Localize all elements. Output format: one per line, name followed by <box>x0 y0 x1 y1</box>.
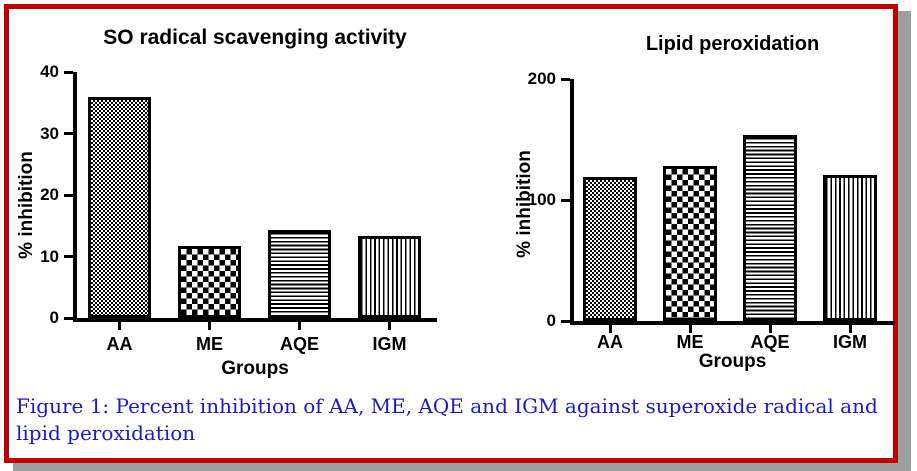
y-tick-label: 20 <box>40 185 59 204</box>
y-tick <box>561 319 570 323</box>
x-category-label: AQE <box>279 334 319 354</box>
bar-me <box>663 166 717 321</box>
y-tick-label: 0 <box>49 308 59 327</box>
y-tick <box>64 255 73 258</box>
y-tick-label: 100 <box>527 190 556 209</box>
y-tick-label: 0 <box>546 311 556 330</box>
bar-igm <box>823 175 877 321</box>
y-tick-label: 40 <box>40 62 59 81</box>
x-tick <box>608 325 612 333</box>
bar-igm <box>358 236 421 318</box>
y-tick <box>561 77 570 81</box>
chart-title: SO radical scavenging activity <box>103 26 407 49</box>
bar-aa <box>583 177 637 321</box>
x-tick <box>298 322 301 330</box>
figure-caption: Figure 1: Percent inhibition of AA, ME, … <box>16 393 888 447</box>
y-tick <box>64 132 73 135</box>
chart-so-radical-scavenging: SO radical scavenging activity % inhibit… <box>9 9 454 393</box>
y-tick <box>64 193 73 197</box>
x-tick <box>118 322 121 330</box>
bar-aqe <box>743 135 797 321</box>
x-tick <box>688 325 692 333</box>
x-axis-label: Groups <box>698 351 767 372</box>
y-tick-label: 30 <box>40 123 59 143</box>
x-tick <box>848 325 852 333</box>
chart-lipid-peroxidation: Lipid peroxidation % inhibition AA ME AQE I… <box>454 9 895 393</box>
x-category-label: AQE <box>750 332 790 352</box>
bar-aa <box>88 97 151 318</box>
x-category-label: IGM <box>372 334 407 354</box>
y-tick <box>64 70 73 74</box>
x-category-label: AA <box>106 334 133 354</box>
x-category-label: IGM <box>833 332 867 352</box>
x-tick <box>208 322 211 330</box>
caption-line-2: lipid peroxidation <box>16 421 196 445</box>
x-category-label: ME <box>676 332 704 352</box>
y-tick <box>64 316 73 320</box>
y-tick-label: 200 <box>527 69 556 88</box>
caption-line-1: Figure 1: Percent inhibition of AA, ME, … <box>16 394 878 418</box>
chart-title: Lipid peroxidation <box>645 33 820 55</box>
bar-me <box>178 246 241 318</box>
x-category-label: AA <box>597 332 623 352</box>
figure-panel: SO radical scavenging activity % inhibit… <box>4 4 898 463</box>
plot-area: AA ME AQE IGM 0 100 200 <box>528 69 895 352</box>
y-tick-label: 10 <box>40 246 59 266</box>
x-tick <box>768 325 772 333</box>
x-tick <box>388 322 391 330</box>
plot-area: AA ME AQE IGM 0 10 20 30 40 <box>40 62 437 354</box>
y-tick <box>561 198 570 202</box>
x-category-label: ME <box>196 334 223 354</box>
x-axis-label: Groups <box>221 358 289 379</box>
bar-aqe <box>268 230 331 318</box>
